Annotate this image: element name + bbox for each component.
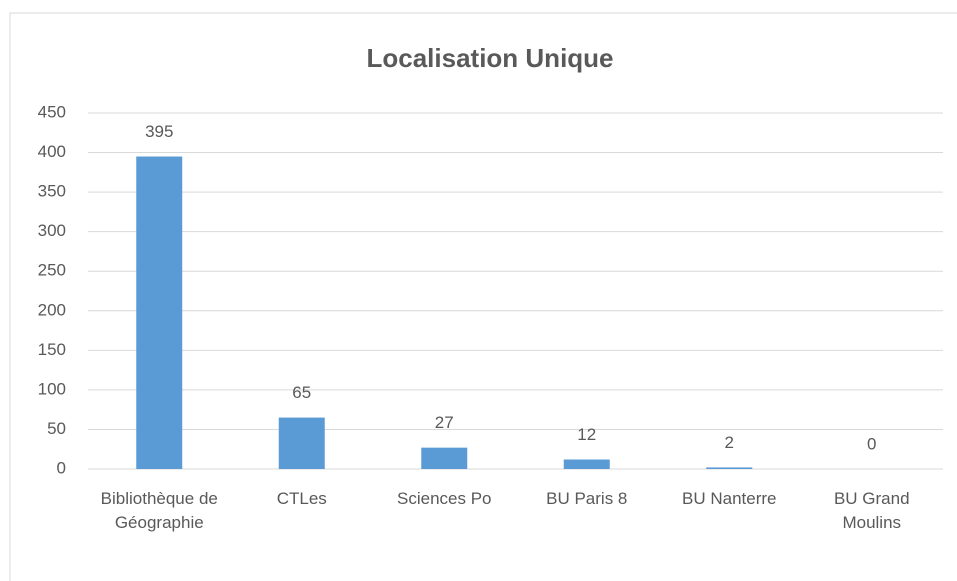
chart-title: Localisation Unique [366,43,613,73]
bar [278,417,325,469]
y-tick-label: 300 [38,221,66,240]
bar [706,467,753,469]
y-tick-label: 400 [38,142,66,161]
data-label: 27 [435,413,454,432]
y-tick-label: 50 [47,419,66,438]
bar [136,156,183,469]
data-label: 0 [867,434,876,453]
x-tick-label: CTLes [276,489,327,508]
y-tick-label: 350 [38,182,66,201]
y-tick-label: 0 [57,458,66,477]
data-label: 395 [145,122,173,141]
bar [563,459,610,469]
y-tick-label: 200 [38,300,66,319]
x-tick-label: Sciences Po [397,489,492,508]
bar [421,447,468,469]
data-label: 12 [577,425,596,444]
data-label: 65 [292,383,311,402]
y-tick-label: 250 [38,261,66,280]
x-tick-label: Bibliothèque de Géographie [100,489,218,532]
data-label: 2 [725,433,734,452]
x-tick-label: BU Nanterre [682,489,777,508]
y-tick-label: 150 [38,340,66,359]
y-tick-label: 450 [38,102,66,121]
x-tick-label: BU Paris 8 [546,489,628,508]
x-tick-label: BU Grand Moulins [833,489,910,532]
y-tick-label: 100 [38,379,66,398]
